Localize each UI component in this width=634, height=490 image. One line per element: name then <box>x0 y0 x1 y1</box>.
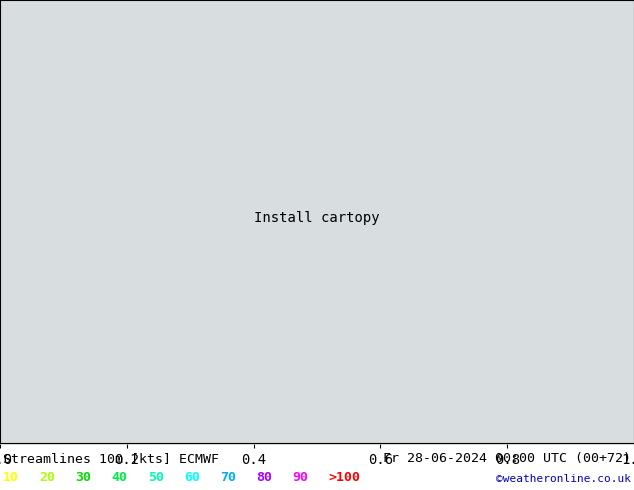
Text: Streamlines 10m [kts] ECMWF: Streamlines 10m [kts] ECMWF <box>3 452 219 465</box>
Text: 70: 70 <box>220 471 236 485</box>
Text: 10: 10 <box>3 471 19 485</box>
Text: >100: >100 <box>328 471 360 485</box>
Text: 30: 30 <box>75 471 91 485</box>
Text: 20: 20 <box>39 471 55 485</box>
Text: Install cartopy: Install cartopy <box>254 211 380 225</box>
Text: 60: 60 <box>184 471 200 485</box>
Text: 40: 40 <box>112 471 127 485</box>
Text: 80: 80 <box>256 471 272 485</box>
Text: 50: 50 <box>148 471 164 485</box>
Text: Fr 28-06-2024 00:00 UTC (00+72): Fr 28-06-2024 00:00 UTC (00+72) <box>383 452 631 465</box>
Text: 90: 90 <box>292 471 308 485</box>
Text: ©weatheronline.co.uk: ©weatheronline.co.uk <box>496 474 631 485</box>
